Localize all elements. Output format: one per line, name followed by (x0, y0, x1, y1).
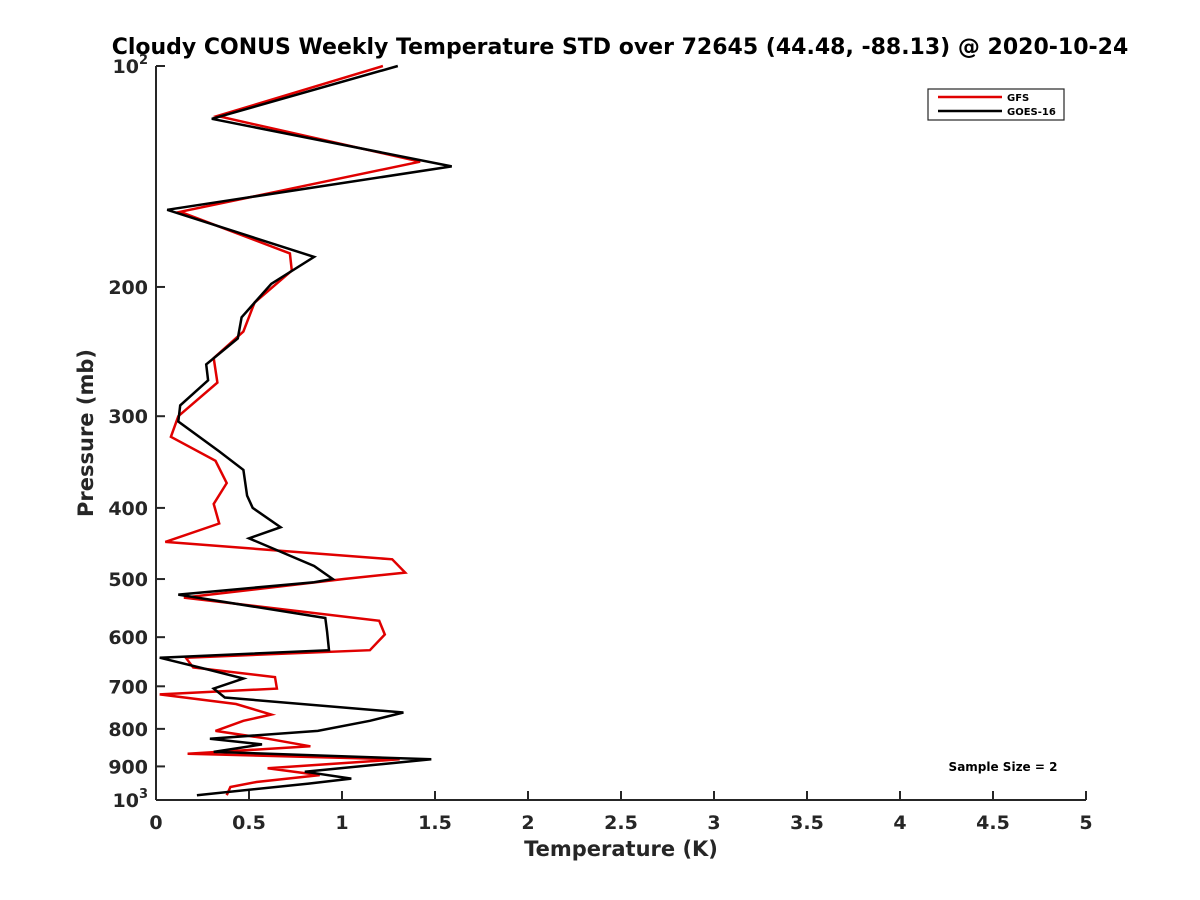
y-tick-label: 700 (108, 676, 148, 698)
x-tick-label: 1.5 (418, 812, 452, 834)
x-tick-label: 0.5 (232, 812, 266, 834)
x-tick-label: 3 (707, 812, 720, 834)
x-tick-label: 2.5 (604, 812, 638, 834)
x-tick-label: 0 (149, 812, 162, 834)
x-tick-label: 4.5 (976, 812, 1010, 834)
series-line-gfs (159, 64, 421, 796)
y-ticks: 102 200 300 400 500 600 700 800 900 103 (108, 53, 165, 812)
x-axis-label: Temperature (K) (524, 837, 718, 861)
chart-title: Cloudy CONUS Weekly Temperature STD over… (112, 35, 1129, 60)
x-tick-label: 3.5 (790, 812, 824, 834)
y-tick-label-power: 102 (113, 53, 149, 78)
y-tick-label: 900 (108, 756, 148, 778)
y-tick-label: 600 (108, 627, 148, 649)
series-line-goes16 (159, 64, 452, 797)
legend-box (927, 88, 1065, 121)
axes (155, 66, 1086, 801)
x-tick-label: 1 (335, 812, 348, 834)
series-layer (159, 64, 452, 797)
y-tick-label: 500 (108, 569, 148, 591)
y-tick-label: 200 (108, 277, 148, 299)
x-tick-label: 5 (1079, 812, 1092, 834)
sample-size-annotation: Sample Size = 2 (949, 760, 1058, 774)
legend-label-goes16: GOES-16 (1007, 107, 1056, 118)
legend: GFS GOES-16 (927, 88, 1065, 121)
y-tick-label-power: 103 (113, 787, 149, 812)
y-tick-label: 800 (108, 719, 148, 741)
x-tick-label: 2 (521, 812, 534, 834)
x-tick-label: 4 (893, 812, 906, 834)
x-ticks: 0 0.5 1 1.5 2 2.5 3 3.5 4 4.5 5 (149, 791, 1093, 834)
y-tick-label: 400 (108, 498, 148, 520)
y-tick-label: 300 (108, 406, 148, 428)
legend-label-gfs: GFS (1007, 93, 1029, 104)
y-axis-label: Pressure (mb) (74, 349, 98, 517)
